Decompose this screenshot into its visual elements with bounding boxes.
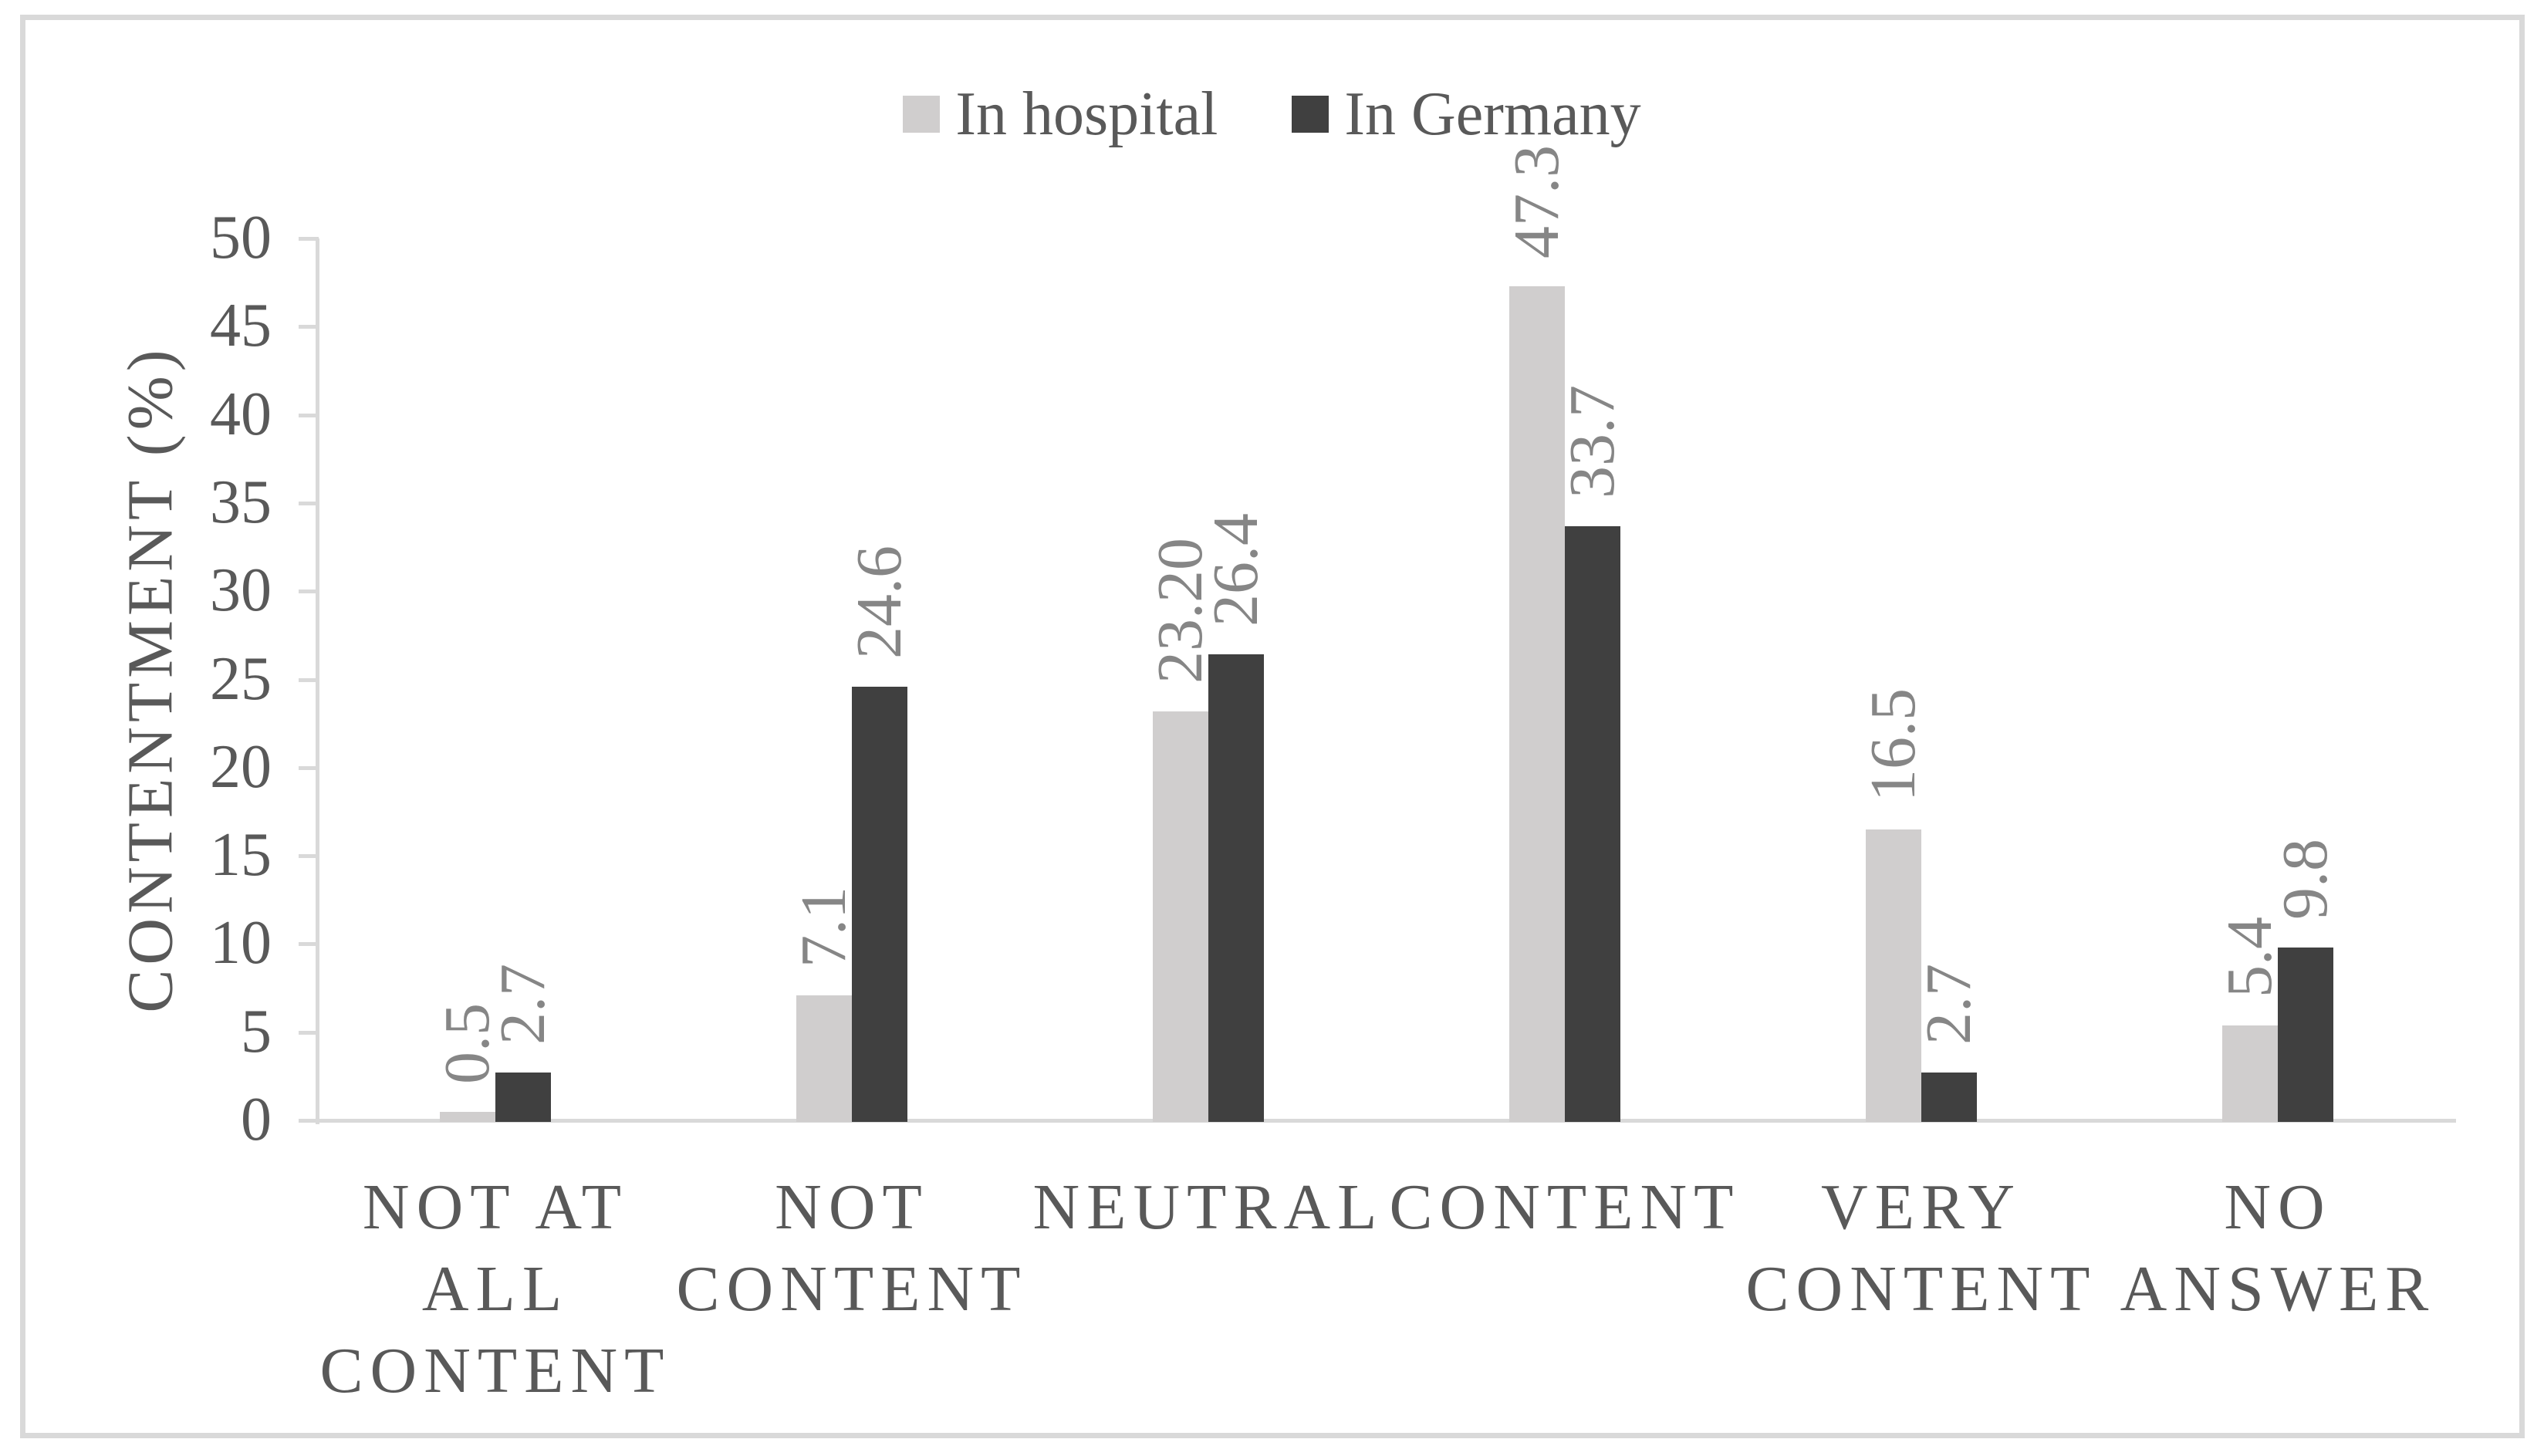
category-label-2: NEUTRAL: [1032, 1171, 1384, 1243]
data-label-in-germany-5: 9.8: [2269, 839, 2341, 920]
y-tick-label: 20: [210, 732, 272, 801]
bar-in-germany-3: [1565, 526, 1620, 1122]
data-label-in-germany-1: 24.6: [843, 546, 915, 659]
legend-label: In hospital: [955, 79, 1218, 148]
y-tick-label: 0: [241, 1086, 272, 1154]
y-tick: [299, 854, 319, 859]
legend-label: In Germany: [1344, 79, 1641, 148]
bar-in-hospital-4: [1866, 829, 1921, 1122]
data-label-in-germany-4: 2.7: [1913, 964, 1985, 1045]
bar-in-germany-1: [852, 687, 907, 1122]
bar-in-hospital-3: [1509, 286, 1565, 1122]
category-label-1: NOT CONTENT: [676, 1171, 1028, 1325]
bar-in-hospital-0: [440, 1112, 495, 1122]
data-label-in-hospital-4: 16.5: [1857, 688, 1929, 802]
legend-swatch-in-hospital: [903, 96, 941, 133]
x-axis-line: [299, 1119, 2456, 1123]
bar-in-germany-0: [495, 1073, 551, 1122]
legend-swatch-in-germany: [1292, 96, 1329, 133]
y-tick: [299, 413, 319, 417]
bar-in-germany-4: [1921, 1073, 1977, 1122]
bar-in-germany-2: [1208, 654, 1264, 1122]
y-tick: [299, 677, 319, 682]
y-tick: [299, 589, 319, 594]
data-label-in-hospital-3: 47.3: [1501, 145, 1573, 258]
data-label-in-germany-3: 33.7: [1556, 385, 1628, 498]
y-tick: [299, 237, 319, 241]
bar-in-hospital-2: [1153, 711, 1208, 1122]
y-tick-label: 35: [210, 468, 272, 536]
category-label-5: NO ANSWER: [2120, 1171, 2436, 1325]
y-tick-label: 40: [210, 380, 272, 448]
data-label-in-germany-2: 26.4: [1200, 513, 1272, 627]
bar-in-hospital-5: [2222, 1025, 2278, 1122]
category-label-0: NOT AT ALL CONTENT: [319, 1171, 671, 1407]
bar-in-germany-5: [2278, 948, 2333, 1122]
legend-item-in-germany: In Germany: [1292, 79, 1641, 150]
data-label-in-hospital-5: 5.4: [2214, 917, 2286, 998]
data-label-in-hospital-1: 7.1: [788, 887, 860, 968]
y-tick: [299, 1030, 319, 1035]
y-tick-label: 5: [241, 997, 272, 1066]
y-tick-label: 30: [210, 556, 272, 625]
y-tick: [299, 501, 319, 505]
y-tick: [299, 325, 319, 329]
y-tick-label: 10: [210, 909, 272, 978]
y-tick: [299, 942, 319, 947]
data-label-in-germany-0: 2.7: [487, 964, 559, 1045]
figure-border: [20, 15, 2525, 1438]
y-tick: [299, 1119, 319, 1123]
bar-in-hospital-1: [796, 995, 852, 1122]
y-tick-label: 50: [210, 204, 272, 272]
y-tick-label: 45: [210, 292, 272, 360]
legend: In hospital In Germany: [0, 77, 2544, 151]
category-label-3: CONTENT: [1389, 1171, 1741, 1243]
y-tick: [299, 765, 319, 770]
legend-item-in-hospital: In hospital: [903, 79, 1218, 150]
category-label-4: VERY CONTENT: [1745, 1171, 2097, 1325]
y-tick-label: 25: [210, 644, 272, 713]
y-tick-label: 15: [210, 821, 272, 890]
